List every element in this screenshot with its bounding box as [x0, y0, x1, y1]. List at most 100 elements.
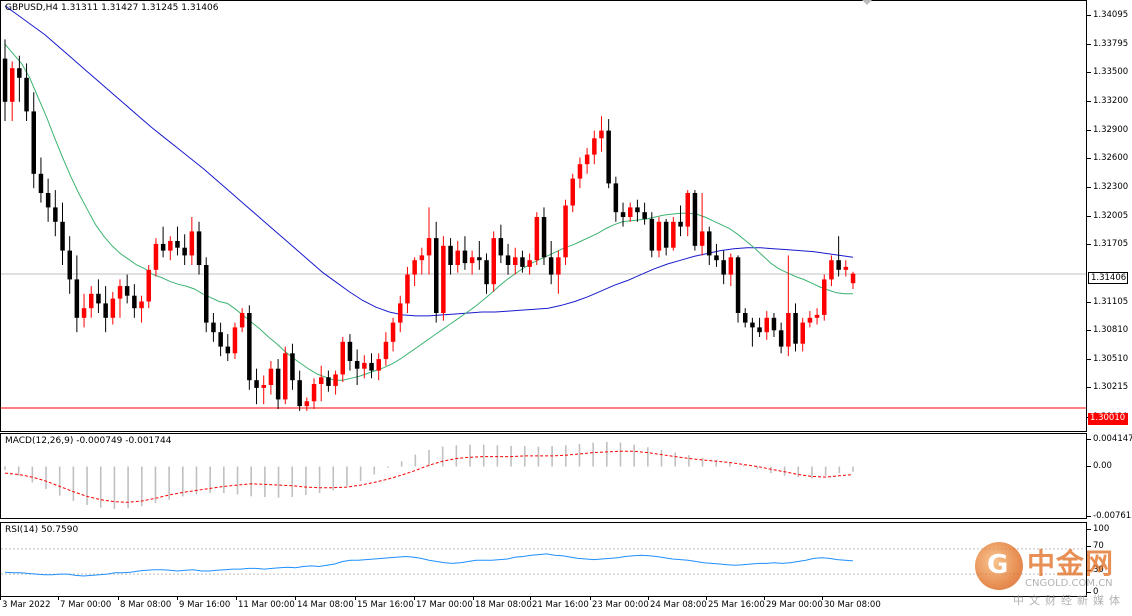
candle-body	[96, 293, 101, 304]
candle-body	[584, 154, 590, 165]
macd-axis[interactable]: 0.004147 0.00 -0.007613	[1087, 433, 1132, 521]
candle	[563, 199, 568, 265]
price-axis-tick	[1087, 330, 1091, 332]
candle	[103, 286, 108, 333]
candle-body	[340, 341, 345, 375]
candle	[110, 291, 116, 325]
candle	[599, 116, 604, 152]
candle-body	[606, 130, 611, 184]
candle-body	[189, 231, 195, 256]
candle	[232, 322, 238, 360]
candle	[469, 250, 475, 275]
candle	[527, 253, 532, 275]
candle	[160, 226, 166, 258]
candle	[211, 313, 216, 342]
candle	[254, 368, 259, 405]
candle	[441, 236, 446, 321]
candle-body	[132, 295, 137, 309]
rsi-axis[interactable]: 100 70 30 0	[1087, 522, 1132, 597]
time-axis-tick	[58, 597, 59, 600]
candle	[124, 274, 130, 304]
time-axis[interactable]: 3 Mar 2022 7 Mar 00:00 8 Mar 08:00 9 Mar 16…	[0, 597, 1087, 616]
time-axis-label: 18 Mar 08:00	[475, 600, 532, 610]
candle	[319, 365, 324, 402]
candle-body	[570, 178, 575, 206]
candle-body	[74, 279, 80, 318]
candle-body	[469, 257, 475, 264]
candle	[649, 212, 655, 258]
candle	[283, 346, 288, 405]
price-axis-label: 1.31105	[1093, 296, 1129, 307]
candle-body	[462, 250, 468, 264]
candle	[584, 147, 590, 174]
macd-pane[interactable]: MACD(12,26,9) -0.000749 -0.001744	[0, 433, 1087, 519]
candle-body	[347, 341, 353, 361]
candle	[735, 255, 741, 323]
candle-body	[139, 301, 144, 309]
candle	[764, 311, 769, 340]
candle	[613, 176, 619, 222]
macd-legend: MACD(12,26,9) -0.000749 -0.001744	[5, 436, 172, 446]
price-axis-tick	[1087, 359, 1091, 361]
candle-body	[311, 384, 317, 402]
candle-body	[175, 241, 180, 248]
candle-body	[548, 257, 554, 275]
price-axis-tick	[1087, 14, 1091, 16]
candle	[89, 286, 94, 318]
candle-body	[117, 286, 123, 299]
candle-body	[455, 250, 460, 265]
candle	[814, 308, 820, 325]
candle-body	[714, 255, 719, 261]
candle	[362, 355, 367, 379]
rsi-line	[4, 553, 854, 577]
candle-body	[807, 317, 813, 323]
macd-chart-svg[interactable]	[1, 434, 1087, 519]
chart-symbol-legend: GBPUSD,H4 1.31311 1.31427 1.31245 1.3140…	[5, 3, 219, 13]
price-axis-label: 1.32300	[1093, 182, 1129, 193]
watermark-url: CNGOLD.COM.CN	[1025, 578, 1113, 589]
candle	[721, 250, 726, 285]
price-chart-svg[interactable]	[1, 1, 1087, 432]
rsi-axis-30: 30	[1093, 565, 1104, 575]
time-axis-label: 25 Mar 16:00	[708, 600, 765, 610]
candle	[513, 247, 518, 275]
candle-body	[642, 212, 647, 219]
price-axis-tick	[1087, 215, 1091, 217]
candle-body	[218, 332, 223, 347]
candle-body	[786, 313, 791, 347]
candle-body	[160, 243, 166, 251]
price-axis-tick	[1087, 43, 1091, 45]
price-axis[interactable]: 1.34095 1.33795 1.33500 1.33200 1.32900 1.326…	[1087, 0, 1132, 432]
candle	[757, 317, 762, 337]
time-axis-tick	[530, 597, 531, 600]
time-axis-tick	[473, 597, 474, 600]
candle	[204, 257, 209, 333]
candle	[548, 241, 554, 285]
candle-body	[254, 380, 259, 388]
candle-body	[89, 293, 94, 309]
candle-body	[225, 346, 231, 354]
chart-shift-marker-icon[interactable]	[862, 0, 872, 5]
candle-body	[793, 313, 798, 344]
price-axis-label: 1.34095	[1093, 9, 1129, 20]
rsi-chart-svg[interactable]	[1, 523, 1087, 597]
price-chart-pane[interactable]: GBPUSD,H4 1.31311 1.31427 1.31245 1.3140…	[0, 0, 1087, 432]
candle-body	[319, 377, 324, 384]
candle	[297, 370, 302, 411]
candle-body	[146, 269, 151, 302]
price-axis-label: 1.33795	[1093, 38, 1129, 49]
candle-body	[743, 313, 748, 323]
candle	[491, 231, 496, 292]
time-axis-label: 14 Mar 08:00	[297, 600, 354, 610]
candle-body	[649, 218, 655, 251]
price-axis-label: 1.30810	[1093, 325, 1129, 336]
candle	[520, 250, 525, 273]
candle	[261, 375, 266, 405]
candle	[239, 308, 245, 333]
rsi-pane[interactable]: RSI(14) 50.7590	[0, 522, 1087, 597]
price-axis-tick	[1087, 158, 1091, 160]
candle-body	[527, 260, 532, 267]
candle	[383, 332, 389, 366]
candle-body	[678, 221, 683, 227]
candle	[628, 202, 633, 222]
